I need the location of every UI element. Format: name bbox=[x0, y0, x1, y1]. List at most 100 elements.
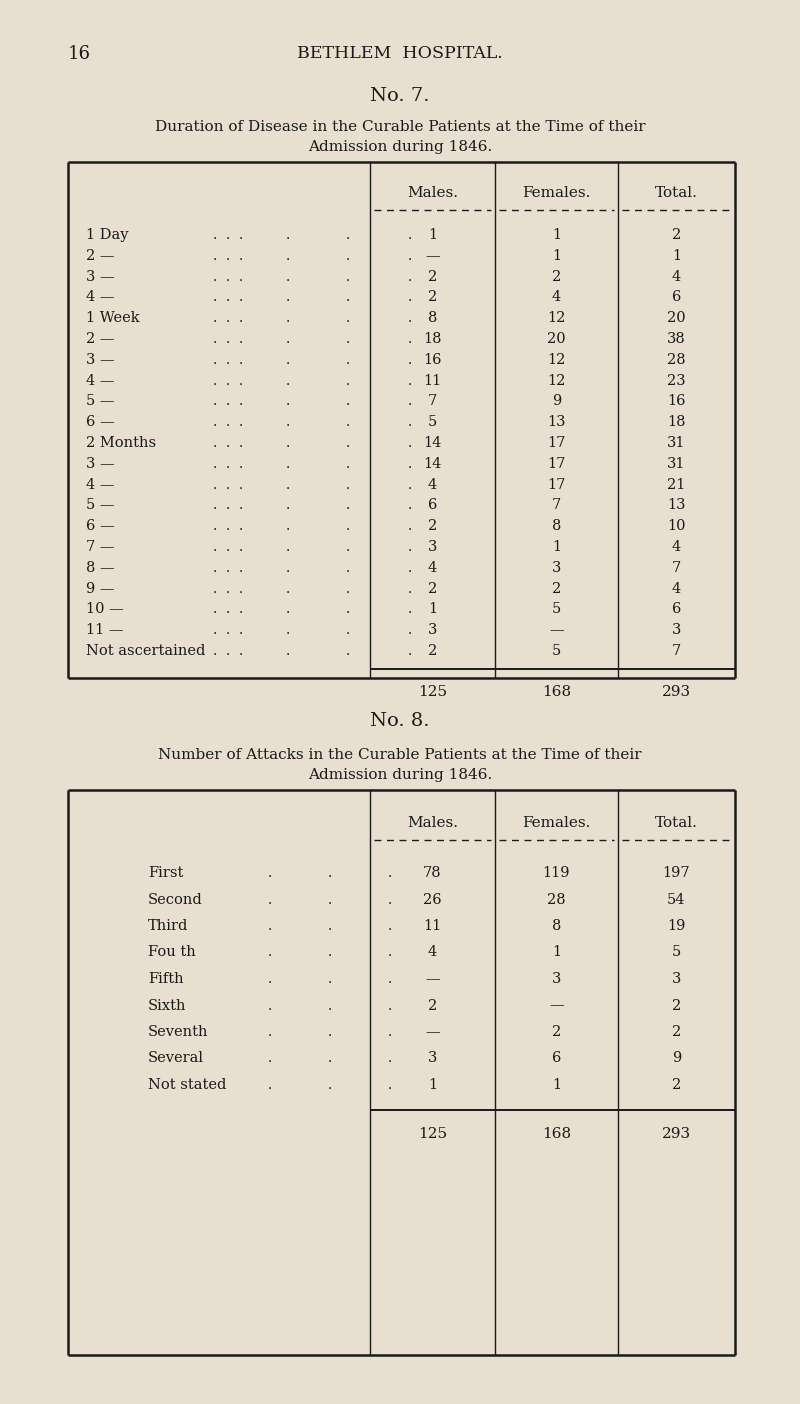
Text: .: . bbox=[286, 581, 290, 595]
Text: .: . bbox=[268, 1025, 272, 1039]
Text: First: First bbox=[148, 866, 183, 880]
Text: .  .  .: . . . bbox=[213, 581, 243, 595]
Text: 26: 26 bbox=[423, 893, 442, 907]
Text: 2: 2 bbox=[672, 227, 681, 241]
Text: 13: 13 bbox=[547, 416, 566, 430]
Text: 3: 3 bbox=[552, 560, 561, 574]
Text: 16: 16 bbox=[423, 352, 442, 366]
Text: .: . bbox=[286, 498, 290, 512]
Text: .: . bbox=[268, 893, 272, 907]
Text: Females.: Females. bbox=[522, 816, 590, 830]
Text: Total.: Total. bbox=[655, 816, 698, 830]
Text: .: . bbox=[408, 602, 412, 616]
Text: .: . bbox=[346, 437, 350, 451]
Text: 4 —: 4 — bbox=[86, 477, 114, 491]
Text: .: . bbox=[286, 437, 290, 451]
Text: .  .  .: . . . bbox=[213, 312, 243, 326]
Text: 12: 12 bbox=[547, 312, 566, 326]
Text: .  .  .: . . . bbox=[213, 602, 243, 616]
Text: No. 8.: No. 8. bbox=[370, 712, 430, 730]
Text: Total.: Total. bbox=[655, 185, 698, 199]
Text: .: . bbox=[408, 456, 412, 470]
Text: .: . bbox=[346, 291, 350, 305]
Text: .: . bbox=[388, 1025, 392, 1039]
Text: 6: 6 bbox=[672, 602, 681, 616]
Text: 4: 4 bbox=[428, 945, 437, 959]
Text: .: . bbox=[346, 312, 350, 326]
Text: 1: 1 bbox=[428, 227, 437, 241]
Text: 6: 6 bbox=[552, 1052, 561, 1066]
Text: 1: 1 bbox=[552, 945, 561, 959]
Text: .: . bbox=[328, 1025, 332, 1039]
Text: 31: 31 bbox=[667, 456, 686, 470]
Text: 2 —: 2 — bbox=[86, 249, 114, 263]
Text: —: — bbox=[549, 998, 564, 1012]
Text: 8 —: 8 — bbox=[86, 560, 114, 574]
Text: Males.: Males. bbox=[407, 816, 458, 830]
Text: .: . bbox=[268, 1078, 272, 1092]
Text: .  .  .: . . . bbox=[213, 623, 243, 637]
Text: .: . bbox=[388, 945, 392, 959]
Text: .  .  .: . . . bbox=[213, 437, 243, 451]
Text: .  .  .: . . . bbox=[213, 416, 243, 430]
Text: 38: 38 bbox=[667, 331, 686, 345]
Text: 4: 4 bbox=[552, 291, 561, 305]
Text: 10 —: 10 — bbox=[86, 602, 124, 616]
Text: .  .  .: . . . bbox=[213, 352, 243, 366]
Text: BETHLEM  HOSPITAL.: BETHLEM HOSPITAL. bbox=[297, 45, 503, 62]
Text: 3: 3 bbox=[552, 972, 561, 986]
Text: .: . bbox=[346, 331, 350, 345]
Text: 2: 2 bbox=[428, 519, 437, 534]
Text: 2: 2 bbox=[428, 998, 437, 1012]
Text: .: . bbox=[408, 623, 412, 637]
Text: .: . bbox=[268, 920, 272, 934]
Text: 2: 2 bbox=[428, 644, 437, 658]
Text: .: . bbox=[286, 352, 290, 366]
Text: .: . bbox=[388, 920, 392, 934]
Text: 18: 18 bbox=[423, 331, 442, 345]
Text: 119: 119 bbox=[542, 866, 570, 880]
Text: .  .  .: . . . bbox=[213, 541, 243, 555]
Text: .: . bbox=[346, 477, 350, 491]
Text: 3: 3 bbox=[428, 1052, 437, 1066]
Text: .: . bbox=[408, 291, 412, 305]
Text: .: . bbox=[286, 519, 290, 534]
Text: —: — bbox=[425, 1025, 440, 1039]
Text: .: . bbox=[346, 270, 350, 284]
Text: .: . bbox=[328, 945, 332, 959]
Text: .: . bbox=[286, 291, 290, 305]
Text: .: . bbox=[268, 866, 272, 880]
Text: .: . bbox=[286, 477, 290, 491]
Text: 1: 1 bbox=[672, 249, 681, 263]
Text: 78: 78 bbox=[423, 866, 442, 880]
Text: .: . bbox=[388, 893, 392, 907]
Text: —: — bbox=[425, 249, 440, 263]
Text: .: . bbox=[268, 998, 272, 1012]
Text: 125: 125 bbox=[418, 685, 447, 699]
Text: 8: 8 bbox=[552, 920, 561, 934]
Text: .: . bbox=[328, 893, 332, 907]
Text: 293: 293 bbox=[662, 685, 691, 699]
Text: 9: 9 bbox=[552, 395, 561, 409]
Text: .  .  .: . . . bbox=[213, 456, 243, 470]
Text: .: . bbox=[328, 1078, 332, 1092]
Text: 1: 1 bbox=[552, 249, 561, 263]
Text: .  .  .: . . . bbox=[213, 270, 243, 284]
Text: 21: 21 bbox=[667, 477, 686, 491]
Text: 2: 2 bbox=[552, 270, 561, 284]
Text: Several: Several bbox=[148, 1052, 204, 1066]
Text: 5: 5 bbox=[552, 644, 561, 658]
Text: 4: 4 bbox=[672, 541, 681, 555]
Text: Duration of Disease in the Curable Patients at the Time of their: Duration of Disease in the Curable Patie… bbox=[154, 119, 646, 133]
Text: Females.: Females. bbox=[522, 185, 590, 199]
Text: .: . bbox=[408, 395, 412, 409]
Text: .: . bbox=[328, 866, 332, 880]
Text: 5: 5 bbox=[428, 416, 437, 430]
Text: 5: 5 bbox=[552, 602, 561, 616]
Text: 16: 16 bbox=[667, 395, 686, 409]
Text: .: . bbox=[388, 866, 392, 880]
Text: 4 —: 4 — bbox=[86, 291, 114, 305]
Text: 2: 2 bbox=[428, 581, 437, 595]
Text: .: . bbox=[268, 972, 272, 986]
Text: .  .  .: . . . bbox=[213, 291, 243, 305]
